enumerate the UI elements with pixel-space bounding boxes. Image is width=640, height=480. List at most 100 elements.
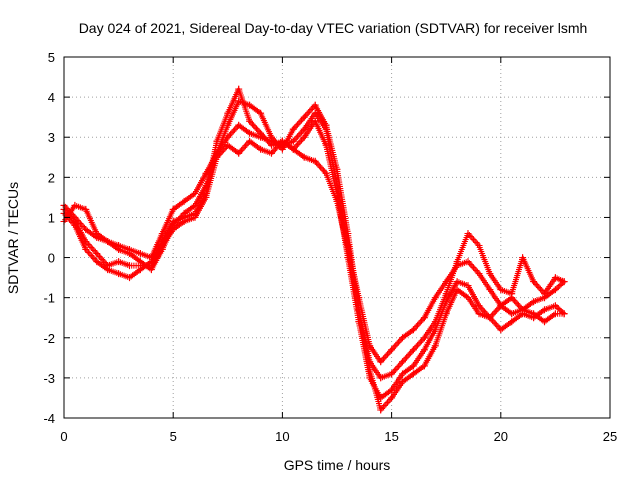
data-point [289, 137, 297, 145]
data-point [475, 302, 483, 310]
data-point [191, 189, 199, 197]
x-tick-label: 5 [170, 429, 177, 444]
data-point [71, 201, 79, 209]
data-point [551, 274, 559, 282]
data-point [541, 290, 548, 298]
data-point [235, 121, 243, 129]
data-point [202, 169, 210, 177]
data-point [115, 242, 123, 249]
data-point [136, 250, 144, 257]
data-point [126, 246, 133, 253]
x-tick-label: 10 [275, 429, 289, 444]
data-point [530, 298, 538, 306]
data-point [409, 362, 417, 370]
data-point [431, 326, 439, 334]
data-point [551, 310, 559, 318]
data-point [475, 310, 483, 318]
data-point [377, 358, 385, 366]
data-point [475, 242, 483, 249]
data-point [420, 362, 428, 370]
data-point [246, 129, 254, 137]
data-point [213, 153, 221, 161]
data-point [409, 370, 417, 378]
data-point [366, 366, 374, 374]
y-axis-label: SDTVAR / TECUs [5, 182, 21, 294]
x-tick-label: 20 [494, 429, 508, 444]
data-point [377, 374, 385, 382]
data-point [355, 306, 363, 314]
data-point [278, 145, 286, 153]
data-point [289, 125, 297, 133]
data-point [104, 238, 112, 245]
data-point [530, 310, 538, 318]
data-point [453, 278, 461, 286]
data-point [508, 294, 516, 302]
data-point [311, 117, 319, 125]
data-point [180, 197, 188, 205]
x-tick-label: 25 [603, 429, 617, 444]
x-tick-label: 15 [384, 429, 398, 444]
data-point [202, 193, 210, 201]
data-point [453, 286, 461, 294]
data-point [300, 153, 308, 161]
data-point [158, 242, 166, 249]
data-point [388, 386, 396, 394]
data-point [497, 302, 505, 310]
y-tick-label: 2 [48, 170, 55, 185]
data-point [560, 278, 568, 286]
chart-title: Day 024 of 2021, Sidereal Day-to-day VTE… [79, 20, 588, 36]
y-tick-label: -1 [43, 291, 55, 306]
data-point [82, 246, 90, 253]
data-point [541, 318, 548, 326]
data-point [268, 133, 275, 141]
data-point [486, 286, 494, 294]
data-point [464, 294, 472, 302]
data-point [289, 145, 297, 153]
data-point [344, 246, 352, 253]
data-point [409, 326, 417, 334]
data-point [551, 302, 559, 310]
data-point [147, 262, 155, 270]
y-tick-label: 0 [48, 251, 55, 266]
data-point [268, 141, 275, 149]
data-point [322, 121, 330, 129]
data-point [519, 306, 527, 314]
data-point [541, 306, 548, 314]
data-point [311, 157, 319, 165]
data-point [519, 254, 527, 262]
y-tick-label: -4 [43, 411, 55, 426]
data-point [431, 318, 439, 326]
series-layer [60, 85, 568, 414]
data-point [344, 230, 352, 237]
data-point [224, 141, 232, 149]
data-point [224, 121, 232, 129]
data-point [235, 97, 243, 105]
data-point [333, 197, 341, 205]
data-point [180, 218, 188, 225]
data-point [409, 346, 417, 354]
data-point [551, 286, 559, 294]
y-tick-label: 1 [48, 210, 55, 225]
data-point [399, 334, 406, 342]
data-point [224, 109, 232, 117]
data-point [158, 230, 166, 237]
data-point [508, 318, 516, 326]
data-point [82, 226, 90, 233]
data-point [497, 326, 505, 334]
axis-ticks: 0 5 10 15 20 25 -4 -3 -2 -1 0 1 2 3 4 5 [43, 50, 617, 444]
data-point [268, 149, 275, 157]
data-point [464, 282, 472, 290]
y-tick-label: 5 [48, 50, 55, 65]
data-point [388, 346, 396, 354]
data-point [235, 149, 243, 157]
data-point [388, 394, 396, 402]
data-point [420, 314, 428, 322]
data-point [191, 213, 199, 221]
data-point [333, 165, 341, 173]
data-point [431, 294, 439, 302]
data-point [82, 205, 90, 213]
data-point [508, 310, 516, 318]
data-point [497, 286, 505, 294]
